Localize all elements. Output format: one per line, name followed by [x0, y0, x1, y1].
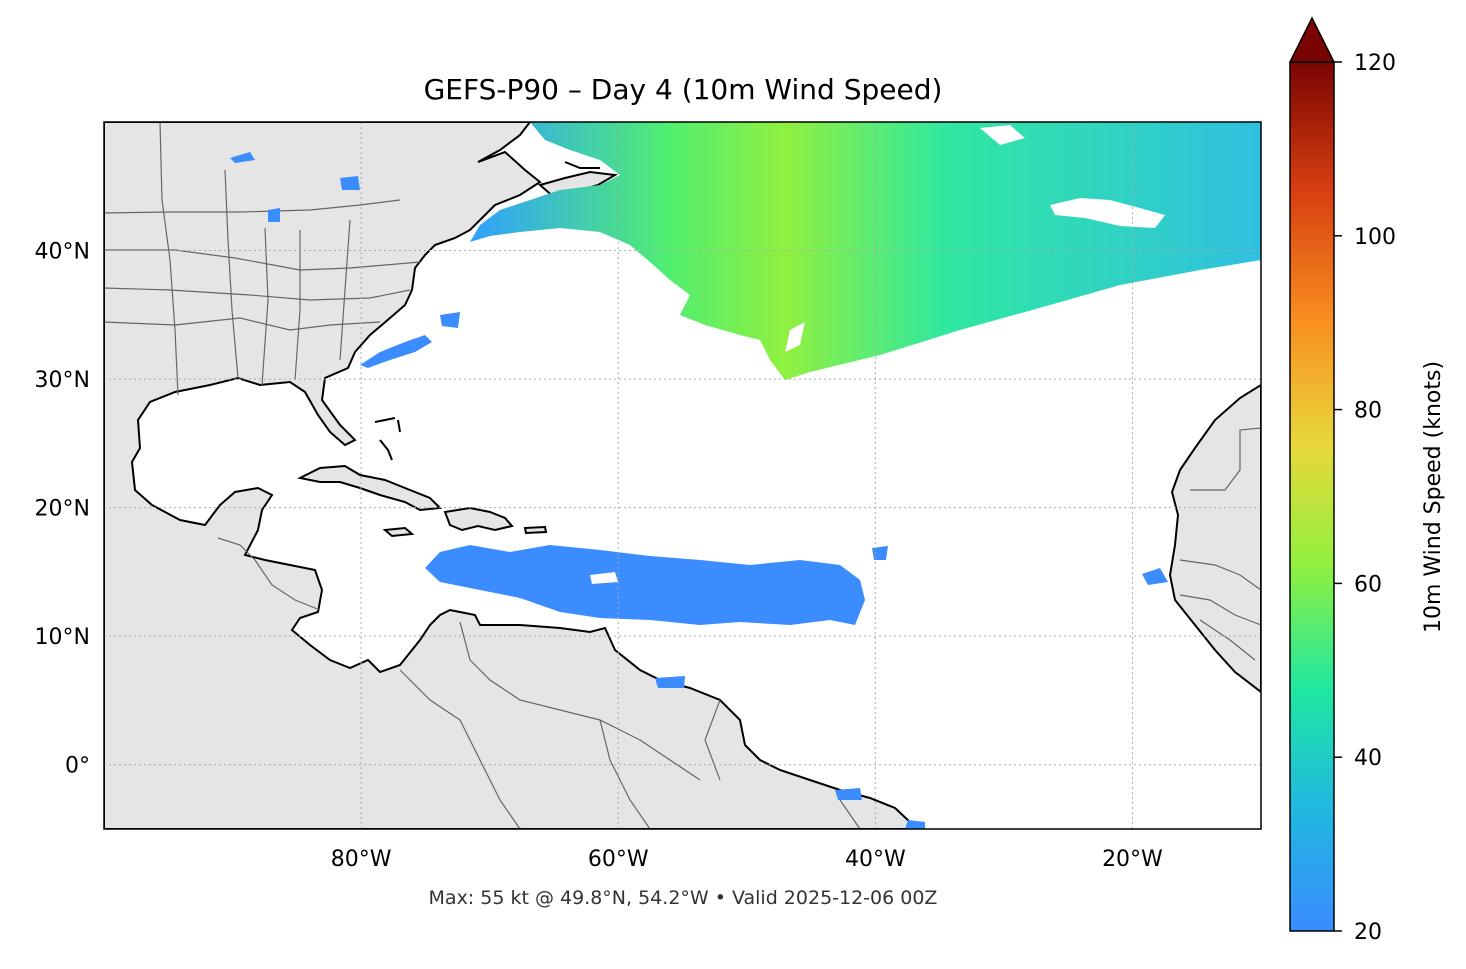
africa-landmass [1168, 383, 1261, 694]
lat-tick-label: 10°N [35, 625, 90, 650]
colorbar-extend-arrow [1288, 16, 1336, 63]
wind-field-small [655, 676, 685, 688]
colorbar-tick-label: 120 [1354, 51, 1396, 76]
lat-tick-label: 40°N [35, 240, 90, 265]
jamaica [382, 526, 415, 538]
lon-tick-label: 80°W [331, 847, 392, 872]
colorbar-tick-label: 100 [1354, 225, 1396, 250]
colorbar-scale [1289, 61, 1335, 932]
map-panel [104, 122, 1261, 829]
lat-tick-label: 20°N [35, 497, 90, 522]
colorbar-tick-label: 80 [1354, 399, 1382, 424]
lat-tick-label: 30°N [35, 368, 90, 393]
wind-field-gap [785, 322, 805, 352]
map-title: GEFS-P90 – Day 4 (10m Wind Speed) [424, 73, 943, 106]
wind-field-small [360, 335, 432, 368]
wind-field-gap [980, 125, 1025, 145]
longitude-ticks: 80°W 60°W 40°W 20°W [331, 847, 1163, 872]
colorbar: 20 40 60 80 100 120 10m Wind Speed (knots) [1288, 16, 1446, 945]
colorbar-tick-label: 20 [1354, 920, 1382, 945]
colorbar-tick-label: 60 [1354, 572, 1382, 597]
colorbar-tick-label: 40 [1354, 746, 1382, 771]
wind-field-small [1142, 568, 1168, 585]
lon-tick-label: 60°W [588, 847, 649, 872]
latitude-ticks: 40°N 30°N 20°N 10°N 0° [35, 240, 90, 779]
wind-field-small [268, 208, 280, 222]
wind-field-gap [1050, 198, 1165, 228]
hispaniola [443, 506, 514, 532]
lon-tick-label: 20°W [1102, 847, 1163, 872]
wind-field-small [230, 152, 255, 163]
map-frame [103, 121, 1262, 830]
colorbar-label: 10m Wind Speed (knots) [1421, 361, 1446, 633]
north-america-landmass [104, 122, 917, 829]
wind-field-small [340, 176, 360, 190]
colorbar-ticks: 20 40 60 80 100 120 [1334, 51, 1396, 945]
wind-field-small [905, 820, 925, 829]
wind-field-gap [590, 572, 618, 584]
footer-info: Max: 55 kt @ 49.8°N, 54.2°W • Valid 2025… [429, 887, 938, 909]
wind-field-small [440, 312, 460, 328]
wind-field-tropical-band [425, 545, 865, 625]
lat-tick-label: 0° [65, 754, 90, 779]
borders [104, 122, 1261, 829]
wind-field-small [872, 546, 888, 560]
wind-field-small [835, 788, 862, 800]
lon-tick-label: 40°W [845, 847, 906, 872]
puerto-rico [523, 525, 548, 535]
bahamas [374, 417, 401, 461]
